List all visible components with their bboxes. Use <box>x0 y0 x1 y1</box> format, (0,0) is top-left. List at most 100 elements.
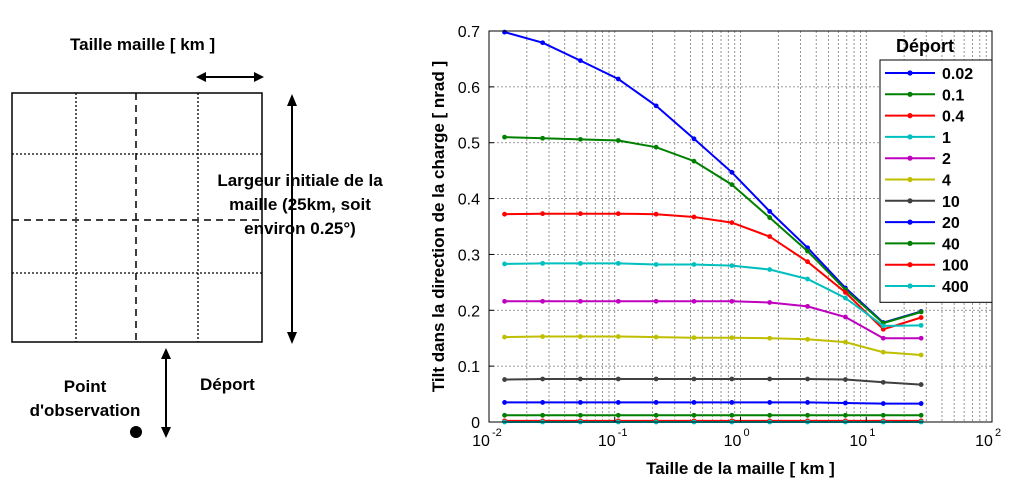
data-point-1 <box>691 262 697 267</box>
legend-marker-10 <box>907 198 913 204</box>
data-point-10 <box>577 376 583 382</box>
data-point-0.4 <box>540 211 546 217</box>
data-point-20 <box>805 400 810 405</box>
data-point-4 <box>767 335 773 341</box>
data-point-0.4 <box>729 220 735 225</box>
mesh-size-label: Taille maille [ km ] <box>70 35 215 54</box>
x-tick-label: 10 <box>598 433 616 450</box>
data-point-10 <box>653 376 659 382</box>
data-point-10 <box>540 376 546 382</box>
observation-point-label-line-2: d'observation <box>30 401 141 420</box>
data-point-20 <box>502 400 507 405</box>
data-point-1 <box>729 263 735 268</box>
data-point-1 <box>880 323 886 329</box>
mesh-width-arrow <box>287 94 297 344</box>
data-point-10 <box>502 377 507 382</box>
data-point-2 <box>540 298 546 304</box>
data-point-20 <box>540 400 546 405</box>
data-point-40 <box>880 412 886 418</box>
data-point-40 <box>691 412 697 418</box>
x-tick-exponent: -2 <box>492 427 502 439</box>
legend-label-20: 20 <box>942 215 960 232</box>
mesh-width-label-line-2: maille (25km, soit <box>229 195 371 214</box>
data-point-40 <box>653 412 659 418</box>
data-point-4 <box>577 334 583 339</box>
legend-label-100: 100 <box>942 258 969 275</box>
y-tick-label: 0.3 <box>458 247 480 264</box>
x-tick-labels: 10 -2 10 -1 10 0 10 1 10 2 <box>472 417 1001 450</box>
data-point-4 <box>502 334 507 340</box>
data-point-0.1 <box>540 135 546 141</box>
offset-arrow <box>161 348 171 438</box>
data-point-0.4 <box>653 211 659 217</box>
legend-label-0.02: 0.02 <box>942 66 973 83</box>
data-point-0.4 <box>767 234 773 239</box>
series-line-1 <box>504 262 922 327</box>
legend-label-2: 2 <box>942 151 951 168</box>
series-line-0.4 <box>504 212 922 331</box>
data-point-1 <box>502 261 507 267</box>
x-tick-label: 10 <box>472 433 490 450</box>
legend-marker-40 <box>907 240 913 246</box>
data-point-20 <box>577 400 583 405</box>
legend-marker-20 <box>907 219 913 225</box>
data-point-2 <box>653 298 659 304</box>
data-point-0.02 <box>615 76 621 82</box>
legend-marker-1 <box>907 134 913 140</box>
legend-label-0.1: 0.1 <box>942 87 964 104</box>
data-point-0.4 <box>843 290 848 295</box>
chart-legend: Déport 0.02 0.1 0.4 1 2 4 10 20 40 100 400 <box>879 36 993 303</box>
data-point-4 <box>729 335 735 341</box>
data-point-40 <box>540 412 546 418</box>
x-tick-exponent: -1 <box>618 427 628 439</box>
data-point-4 <box>918 352 924 358</box>
observation-point-marker <box>130 426 142 438</box>
mesh-fine-lines <box>12 93 262 342</box>
offset-label: Déport <box>200 375 255 394</box>
data-point-1 <box>615 260 621 266</box>
legend-label-10: 10 <box>942 194 960 211</box>
data-point-2 <box>805 303 810 309</box>
legend-marker-4 <box>907 176 913 183</box>
data-point-0.1 <box>805 248 810 254</box>
data-point-0.02 <box>729 169 735 175</box>
data-point-0.4 <box>615 211 621 217</box>
data-point-10 <box>880 379 886 385</box>
data-point-4 <box>843 339 848 345</box>
data-point-1 <box>918 322 924 328</box>
data-point-40 <box>805 412 810 418</box>
mesh-width-label: Largeur initiale de la maille (25km, soi… <box>217 171 383 238</box>
data-point-2 <box>577 298 583 304</box>
data-point-10 <box>615 376 621 382</box>
legend-label-0.4: 0.4 <box>942 109 964 126</box>
series-line-0.1 <box>504 136 922 325</box>
y-tick-label: 0.4 <box>458 192 480 209</box>
data-point-4 <box>653 334 659 340</box>
y-tick-labels: 0 0.1 0.2 0.3 0.4 0.5 0.6 0.7 <box>458 24 494 432</box>
data-point-0.1 <box>615 138 621 143</box>
data-point-10 <box>843 377 848 382</box>
data-point-0.02 <box>502 29 507 35</box>
data-point-2 <box>691 298 697 304</box>
data-point-0.1 <box>577 136 583 142</box>
data-point-2 <box>880 335 886 341</box>
x-tick-label: 10 <box>724 433 742 450</box>
y-tick-label: 0.2 <box>458 303 480 320</box>
x-tick-label: 10 <box>975 433 993 450</box>
y-tick-label: 0.6 <box>458 80 480 97</box>
mesh-diagram: Taille maille [ km ] Largeur initiale de… <box>11 35 383 438</box>
data-point-20 <box>880 401 886 406</box>
data-point-40 <box>615 412 621 418</box>
data-point-20 <box>653 400 659 405</box>
data-point-40 <box>502 412 507 418</box>
data-point-0.1 <box>729 182 735 188</box>
legend-marker-100 <box>907 262 913 268</box>
data-point-10 <box>767 376 773 382</box>
legend-label-400: 400 <box>942 279 969 296</box>
legend-label-1: 1 <box>942 130 951 147</box>
data-point-40 <box>577 412 583 418</box>
data-point-20 <box>691 400 697 405</box>
data-point-4 <box>691 335 697 341</box>
mesh-coarse-lines <box>12 93 262 342</box>
